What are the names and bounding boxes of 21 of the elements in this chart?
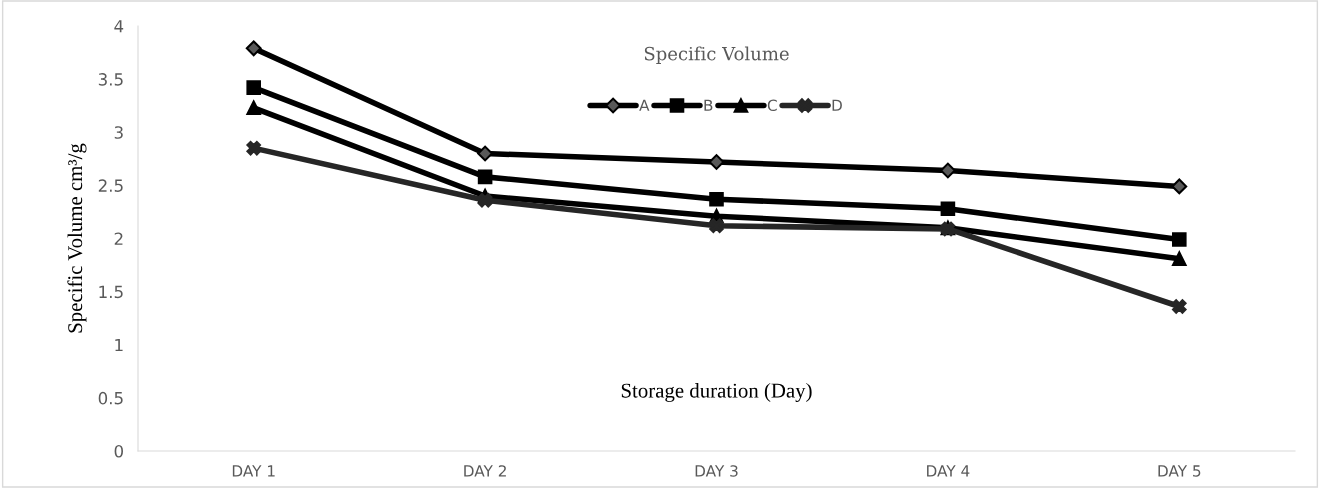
x-tick-label: DAY 2: [464, 465, 506, 477]
y-tick-label: 1: [115, 338, 123, 352]
y-tick-label: 2.5: [98, 179, 123, 192]
y-tick-label: 4: [114, 20, 124, 33]
legend-label: C: [767, 99, 777, 112]
legend-label: D: [832, 99, 842, 111]
y-tick-label: 0: [114, 444, 123, 458]
y-tick-label: 0.5: [98, 391, 123, 405]
y-tick-label: 1.5: [99, 285, 123, 299]
x-tick-label: DAY 5: [1158, 465, 1201, 477]
text: Specific Volume: [644, 46, 789, 64]
y-axis-title: Specific Volume cm³/g: [67, 143, 87, 333]
x-tick-label: DAY 3: [695, 465, 738, 477]
x-tick-label: DAY 1: [232, 465, 275, 477]
x-axis-title: Storage duration (Day): [621, 383, 812, 402]
x-tick-label: DAY 4: [927, 465, 970, 477]
legend-label: A: [639, 99, 650, 111]
legend-label: B: [704, 99, 713, 111]
y-tick-label: 3.5: [98, 73, 123, 86]
y-tick-label: 3: [114, 126, 123, 139]
y-tick-label: 2: [114, 232, 123, 245]
